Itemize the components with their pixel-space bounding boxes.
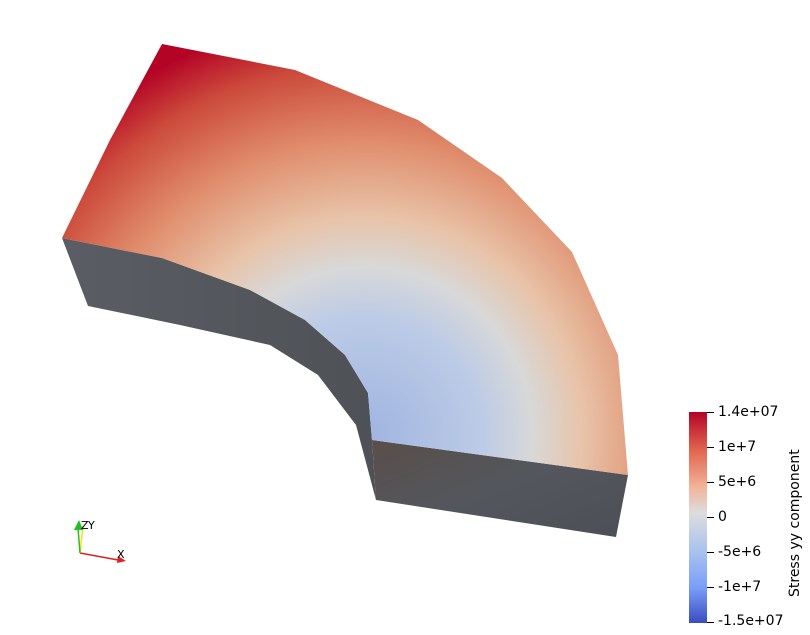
y-axis-line: [79, 525, 84, 554]
colorbar-label: 1e+7: [718, 439, 757, 455]
tick-mark: [707, 412, 714, 413]
tick-mark: [707, 447, 714, 448]
tick-mark: [707, 517, 714, 518]
x-axis-label: X: [117, 548, 125, 561]
y-axis-label: Y: [88, 519, 95, 532]
stress-colored-top-face: [62, 44, 628, 475]
tick-mark: [707, 552, 714, 553]
tick-mark: [707, 587, 714, 588]
orientation-axes-widget: [74, 520, 126, 563]
colorbar-label: -1e+7: [718, 579, 762, 595]
colorbar-label: -5e+6: [718, 544, 762, 560]
x-axis-arrow-icon: [117, 556, 126, 563]
colorbar-gradient: [689, 412, 707, 623]
colorbar-title: Stress yy component: [787, 449, 803, 597]
z-axis-label: Z: [81, 519, 89, 532]
tick-mark: [707, 482, 714, 483]
colorbar-label: 5e+6: [718, 474, 757, 490]
z-axis-arrow-icon: [74, 520, 83, 530]
inner-curved-side-face: [62, 238, 376, 500]
end-side-face: [372, 440, 628, 537]
colorbar-label-min: -1.5e+07: [718, 613, 784, 629]
tick-mark: [707, 622, 714, 623]
x-axis-line: [79, 552, 119, 561]
colorbar-label-max: 1.4e+07: [718, 404, 779, 420]
z-axis-line: [77, 527, 81, 554]
colorbar-label: 0: [718, 509, 727, 525]
